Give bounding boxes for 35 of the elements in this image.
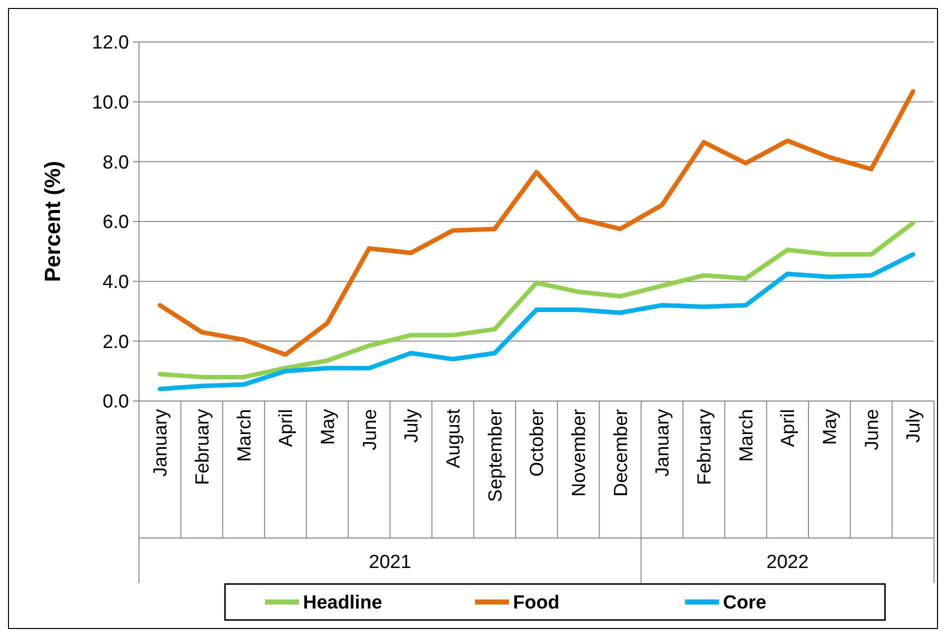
x-tick-label: January <box>652 408 674 477</box>
legend-label: Headline <box>303 592 382 614</box>
legend-label: Food <box>513 592 560 614</box>
x-tick-label: April <box>778 409 800 448</box>
x-tick-label: February <box>192 408 214 486</box>
legend-label: Core <box>723 592 766 614</box>
x-tick-label: October <box>527 408 548 477</box>
y-tick-label: 12.0 <box>92 32 129 54</box>
x-tick-label: November <box>568 408 590 497</box>
x-tick-label: May <box>820 408 842 445</box>
x-tick-label: July <box>402 408 423 443</box>
x-tick-label: April <box>276 409 298 448</box>
text: 2021 <box>368 552 412 573</box>
y-axis-title: Percent (%) <box>40 160 65 282</box>
x-tick-label: June <box>360 409 381 450</box>
x-tick-label: June <box>862 409 883 450</box>
text: 2022 <box>766 552 809 573</box>
x-tick-label: July <box>904 408 925 443</box>
x-tick-label: May <box>318 408 339 445</box>
y-tick-label: 10.0 <box>92 92 129 114</box>
x-tick-label: September <box>485 408 506 502</box>
x-tick-label: March <box>234 409 256 462</box>
x-tick-label: February <box>694 408 716 486</box>
line-series <box>158 220 916 380</box>
y-tick-label: 6.0 <box>102 212 129 234</box>
y-tick-label: 8.0 <box>102 152 129 174</box>
y-tick-label: 2.0 <box>102 332 129 353</box>
x-tick-label: March <box>736 409 758 462</box>
x-tick-label: December <box>610 408 632 497</box>
x-tick-label: August <box>443 408 464 468</box>
y-tick-label: 0.0 <box>102 392 129 413</box>
line-series <box>158 252 916 392</box>
line-series <box>158 89 916 357</box>
y-tick-label: 4.0 <box>102 272 129 293</box>
x-tick-label: January <box>150 408 172 477</box>
